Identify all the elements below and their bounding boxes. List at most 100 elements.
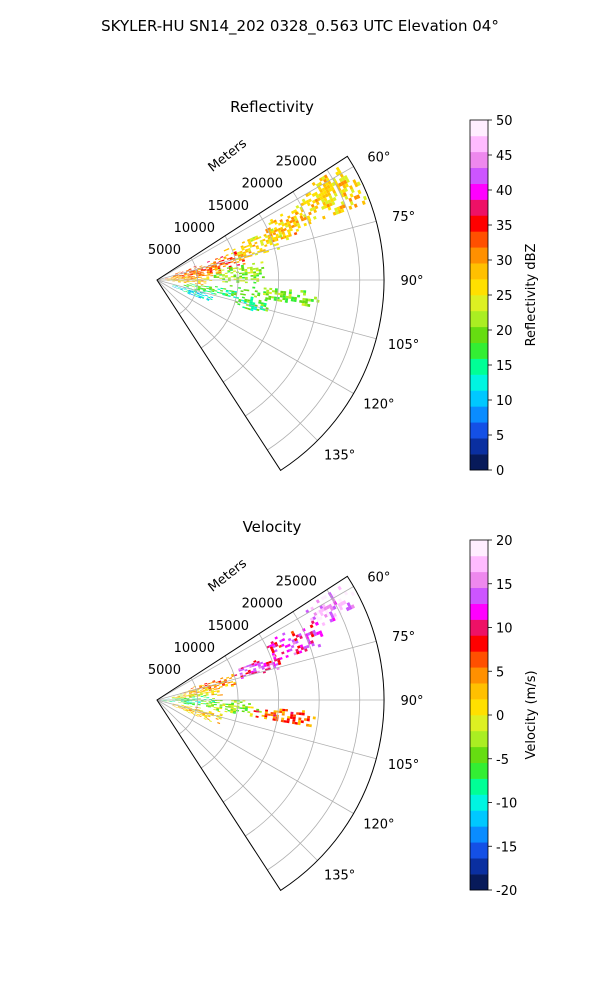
echo-cell bbox=[278, 644, 282, 649]
echo-cell bbox=[292, 714, 297, 718]
echo-cell bbox=[177, 701, 181, 703]
colorbar-swatch bbox=[470, 715, 488, 732]
echo-cell bbox=[215, 681, 219, 684]
echo-cell bbox=[186, 284, 190, 286]
echo-cell bbox=[222, 684, 226, 687]
echo-cell bbox=[286, 221, 291, 225]
echo-cell bbox=[200, 268, 204, 270]
echo-cell bbox=[312, 629, 316, 634]
echo-cell bbox=[305, 199, 310, 204]
echo-cell bbox=[241, 248, 245, 251]
colorbar-swatch bbox=[470, 619, 488, 636]
echo-cell bbox=[181, 275, 185, 277]
echo-cell bbox=[177, 286, 181, 289]
echo-cell bbox=[189, 277, 193, 279]
colorbar-swatch bbox=[470, 555, 488, 573]
echo-cell bbox=[309, 617, 314, 622]
echo-cell bbox=[267, 713, 271, 716]
echo-cell bbox=[196, 690, 200, 693]
echo-cell bbox=[255, 245, 259, 248]
colorbar-swatch bbox=[470, 858, 488, 875]
echo-cell bbox=[263, 304, 267, 308]
echo-cell bbox=[211, 704, 214, 706]
echo-cell bbox=[186, 701, 190, 702]
echo-cell bbox=[186, 706, 190, 709]
echo-cell bbox=[304, 648, 308, 652]
echo-cell bbox=[331, 181, 336, 187]
echo-cell bbox=[225, 684, 229, 687]
echo-cell bbox=[242, 705, 246, 708]
azimuth-spoke bbox=[156, 586, 354, 701]
azimuth-tick-label: 120° bbox=[363, 398, 394, 413]
echo-cell bbox=[320, 198, 325, 203]
echo-cell bbox=[325, 605, 330, 610]
echo-cell bbox=[294, 211, 299, 216]
echo-cell bbox=[175, 703, 179, 705]
echo-cell bbox=[295, 220, 300, 224]
echo-cell bbox=[192, 278, 196, 280]
echo-cell bbox=[292, 716, 296, 720]
echo-cell bbox=[239, 277, 243, 279]
echo-cell bbox=[337, 209, 342, 214]
echo-cell bbox=[211, 266, 215, 269]
echo-cell bbox=[350, 591, 355, 597]
sector-outline bbox=[156, 155, 385, 472]
echo-cell bbox=[217, 258, 221, 261]
echo-cell bbox=[216, 273, 220, 275]
echo-cell bbox=[268, 660, 272, 664]
echo-cell bbox=[175, 272, 178, 275]
echo-cell bbox=[285, 298, 289, 301]
echo-cell bbox=[186, 278, 190, 280]
echo-cell bbox=[226, 248, 230, 251]
echo-cell bbox=[197, 707, 201, 709]
echo-cell bbox=[217, 265, 221, 268]
echo-cell bbox=[290, 630, 295, 635]
echo-cell bbox=[294, 721, 298, 725]
echo-cell bbox=[175, 275, 179, 277]
echo-cell bbox=[323, 606, 328, 611]
echo-cell bbox=[324, 193, 329, 198]
echo-cell bbox=[256, 272, 260, 275]
echo-cell bbox=[253, 273, 257, 275]
colorbar-swatch bbox=[470, 151, 488, 169]
echo-cell bbox=[247, 249, 252, 253]
range-tick-label: 25000 bbox=[276, 155, 317, 170]
echo-cell bbox=[246, 289, 250, 292]
echo-cell bbox=[317, 643, 322, 648]
echo-cell bbox=[180, 697, 184, 698]
echo-cell bbox=[223, 257, 227, 260]
echo-cell bbox=[301, 198, 306, 203]
echo-cell bbox=[230, 271, 234, 274]
echo-cell bbox=[203, 288, 207, 290]
echo-cell bbox=[340, 200, 345, 206]
echo-cell bbox=[329, 618, 334, 623]
echo-cell bbox=[252, 286, 256, 289]
echo-cell bbox=[349, 185, 354, 190]
echo-cell bbox=[272, 232, 277, 236]
echo-cell bbox=[236, 251, 240, 254]
echo-cell bbox=[293, 209, 298, 213]
echo-cell bbox=[255, 237, 259, 240]
echo-cell bbox=[328, 187, 333, 193]
echo-cell bbox=[190, 711, 194, 714]
echo-cell bbox=[301, 302, 305, 306]
echo-cell bbox=[204, 716, 208, 719]
echo-cell bbox=[250, 271, 254, 274]
echo-cell bbox=[254, 295, 258, 298]
echo-cell bbox=[184, 272, 188, 274]
echo-cell bbox=[256, 280, 260, 282]
echo-cell bbox=[180, 277, 184, 278]
echo-cell bbox=[183, 702, 187, 704]
echo-cell bbox=[299, 212, 303, 217]
echo-cell bbox=[206, 260, 210, 263]
colorbar-swatch bbox=[470, 438, 488, 455]
echo-cell bbox=[202, 692, 206, 694]
azimuth-tick-label: 75° bbox=[392, 210, 415, 225]
echo-cell bbox=[222, 704, 226, 706]
echo-cell bbox=[285, 295, 289, 299]
echo-cell bbox=[248, 663, 252, 667]
echo-cell bbox=[274, 238, 278, 242]
echo-cell bbox=[266, 291, 270, 294]
azimuth-tick-label: 105° bbox=[388, 758, 419, 773]
